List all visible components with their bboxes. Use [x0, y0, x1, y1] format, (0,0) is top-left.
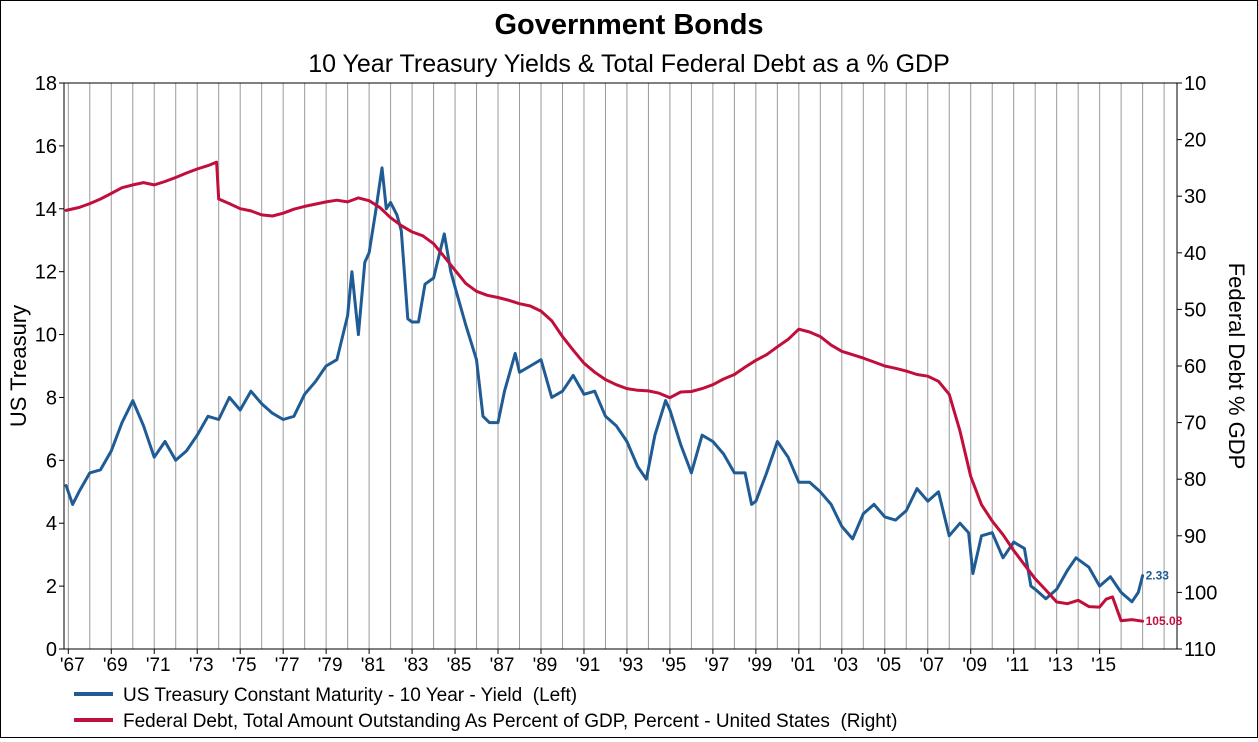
right-tick-label: 20 [1184, 130, 1206, 152]
left-axis-title: US Treasury [6, 305, 31, 427]
end-label-treasury-yield: 2.33 [1146, 569, 1170, 583]
left-tick-label: 14 [35, 199, 57, 221]
x-axis: '67 '69 '71 '73 '75 '77 '79 '81 '83 '85 '87 '89 '91 '… [60, 649, 1116, 676]
x-tick-label: '13 [1048, 655, 1073, 676]
x-tick-label: '77 [275, 655, 300, 676]
x-tick-label: '69 [103, 655, 128, 676]
left-tick-label: 6 [46, 450, 57, 472]
right-axis-title: Federal Debt % GDP [1224, 263, 1249, 470]
left-tick-label: 18 [35, 73, 57, 95]
x-tick-label: '09 [962, 655, 987, 676]
series-line-federal-debt [64, 160, 1145, 623]
x-tick-label: '07 [919, 655, 944, 676]
right-tick-label: 60 [1184, 356, 1206, 378]
x-tick-label: '99 [747, 655, 772, 676]
x-tick-label: '89 [533, 655, 558, 676]
x-tick-label: '11 [1006, 655, 1029, 676]
left-tick-label: 4 [46, 513, 57, 535]
right-tick-label: 30 [1184, 186, 1206, 208]
left-tick-label: 0 [46, 639, 57, 661]
left-tick-label: 10 [35, 325, 57, 347]
x-tick-label: '97 [705, 655, 730, 676]
x-tick-label: '83 [404, 655, 429, 676]
right-tick-label: 50 [1184, 299, 1206, 321]
x-tick-label: '93 [619, 655, 644, 676]
left-tick-label: 12 [35, 262, 57, 284]
x-tick-label: '79 [318, 655, 343, 676]
right-tick-label: 40 [1184, 243, 1206, 265]
x-tick-label: '85 [447, 655, 472, 676]
chart-title: Government Bonds [494, 9, 763, 41]
x-tick-label: '15 [1091, 655, 1116, 676]
right-axis: 10 20 30 40 50 60 70 80 90 100 110 [1177, 73, 1217, 661]
left-tick-label: 8 [46, 387, 57, 409]
legend-label-debt: Federal Debt, Total Amount Outstanding A… [123, 711, 897, 732]
legend: US Treasury Constant Maturity - 10 Year … [74, 685, 897, 732]
series-layer: 2.33 105.08 [64, 160, 1183, 628]
x-tick-label: '95 [662, 655, 687, 676]
right-tick-label: 70 [1184, 413, 1206, 435]
x-tick-label: '91 [576, 655, 601, 676]
left-axis: 0 2 4 6 8 10 12 14 16 18 [35, 73, 64, 661]
right-tick-label: 100 [1184, 582, 1217, 604]
x-tick-label: '01 [790, 655, 815, 676]
x-tick-label: '71 [146, 655, 171, 676]
x-tick-label: '67 [60, 655, 85, 676]
end-label-federal-debt: 105.08 [1146, 614, 1183, 628]
right-tick-label: 10 [1184, 73, 1206, 95]
plot-area [63, 82, 1178, 650]
right-tick-label: 110 [1184, 639, 1216, 661]
x-tick-label: '03 [833, 655, 858, 676]
vertical-gridlines [67, 83, 1165, 649]
left-tick-label: 16 [35, 136, 57, 158]
x-tick-label: '81 [361, 655, 386, 676]
x-tick-label: '87 [490, 655, 515, 676]
x-tick-label: '73 [189, 655, 214, 676]
right-tick-label: 90 [1184, 526, 1206, 548]
legend-label-treasury: US Treasury Constant Maturity - 10 Year … [123, 685, 577, 706]
x-tick-label: '05 [876, 655, 901, 676]
left-tick-label: 2 [46, 576, 57, 598]
series-line-treasury-yield [64, 166, 1145, 604]
right-tick-label: 80 [1184, 469, 1206, 491]
x-tick-label: '75 [232, 655, 257, 676]
chart-subtitle: 10 Year Treasury Yields & Total Federal … [308, 50, 950, 78]
